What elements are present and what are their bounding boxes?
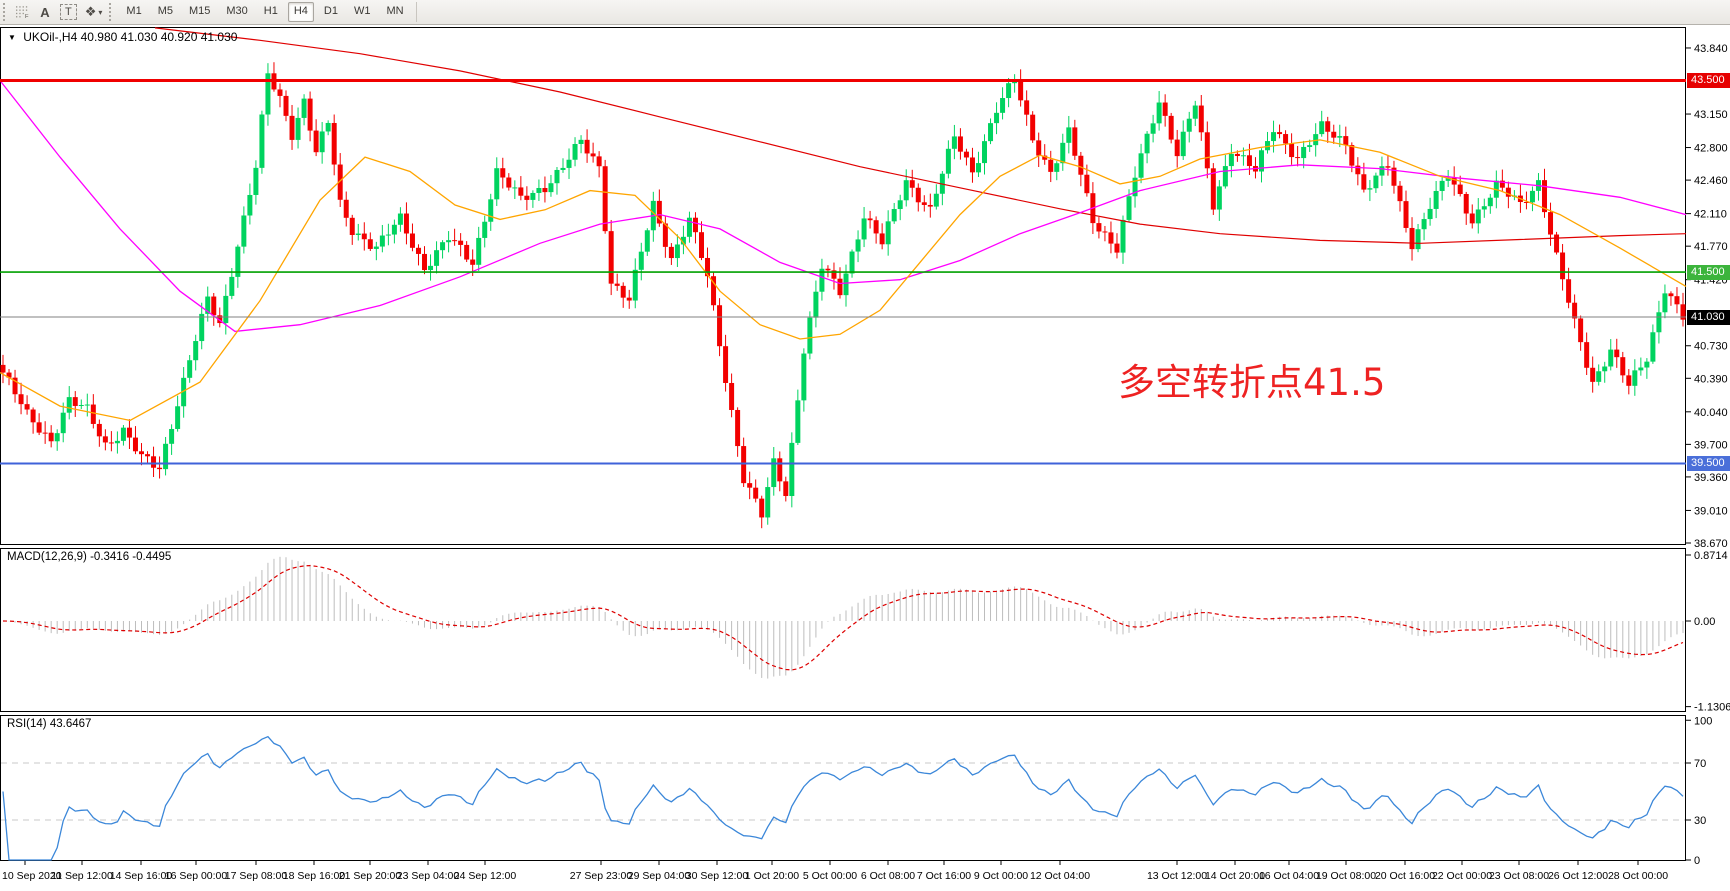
chart-ohlc-values: 40.980 41.030 40.920 41.030: [80, 30, 238, 44]
svg-text:14 Sep 16:00: 14 Sep 16:00: [110, 870, 173, 882]
toolbar-grip[interactable]: [109, 3, 115, 21]
svg-text:20 Oct 16:00: 20 Oct 16:00: [1375, 870, 1435, 882]
shapes-icon: ❖: [84, 4, 97, 19]
svg-text:10 Sep 2020: 10 Sep 2020: [2, 870, 62, 882]
svg-text:9 Oct 00:00: 9 Oct 00:00: [974, 870, 1028, 882]
expander-triangle-icon[interactable]: ▼: [8, 33, 16, 42]
rsi-value: 43.6467: [49, 718, 92, 730]
toolbar-separator: [415, 2, 417, 22]
timeframe-button-M1[interactable]: M1: [126, 5, 142, 17]
shapes-tool[interactable]: ❖ ▾: [81, 2, 107, 23]
svg-text:13 Oct 12:00: 13 Oct 12:00: [1147, 870, 1207, 882]
svg-text:29 Sep 04:00: 29 Sep 04:00: [628, 870, 691, 882]
svg-text:39.360: 39.360: [1694, 472, 1728, 484]
timeframe-button-MN[interactable]: MN: [386, 5, 404, 17]
timeframe-button-group: M1 M5 M15 M30 H1 H4 D1 W1 MN: [118, 2, 411, 22]
svg-text:-1.1306: -1.1306: [1694, 702, 1730, 714]
price-badge-resistance: 43.500: [1687, 73, 1730, 89]
svg-text:5 Oct 00:00: 5 Oct 00:00: [803, 870, 857, 882]
svg-text:16 Sep 00:00: 16 Sep 00:00: [165, 870, 228, 882]
timeframe-button-M15[interactable]: M15: [188, 5, 211, 17]
chart-title: ▼ UKOil-,H4 40.980 41.030 40.920 41.030: [8, 30, 237, 44]
indicator-grid-icon[interactable]: F: [12, 5, 34, 19]
price-badge-current-price: 41.030: [1687, 309, 1730, 325]
svg-text:21 Sep 20:00: 21 Sep 20:00: [339, 870, 402, 882]
svg-text:1 Oct 20:00: 1 Oct 20:00: [745, 870, 799, 882]
toolbar-grip[interactable]: [3, 3, 9, 21]
text-label-tool[interactable]: A: [40, 4, 50, 20]
price-badge-support: 39.500: [1687, 456, 1730, 472]
timeframe-button-M30[interactable]: M30: [226, 5, 248, 17]
timeframe-button-H4[interactable]: H4: [287, 2, 314, 22]
macd-name: MACD(12,26,9): [7, 551, 87, 563]
svg-text:38.670: 38.670: [1694, 538, 1728, 550]
grid-dots-icon: F: [16, 6, 29, 19]
svg-text:40.040: 40.040: [1694, 407, 1728, 419]
svg-text:14 Oct 20:00: 14 Oct 20:00: [1205, 870, 1265, 882]
svg-text:28 Oct 00:00: 28 Oct 00:00: [1608, 870, 1668, 882]
text-box-icon: T: [60, 4, 77, 20]
svg-text:16 Oct 04:00: 16 Oct 04:00: [1259, 870, 1319, 882]
svg-text:6 Oct 08:00: 6 Oct 08:00: [861, 870, 915, 882]
svg-text:40.390: 40.390: [1694, 373, 1728, 385]
svg-text:23 Sep 04:00: 23 Sep 04:00: [397, 870, 460, 882]
chart-symbol: UKOil-,H4: [23, 30, 78, 44]
svg-text:22 Oct 00:00: 22 Oct 00:00: [1432, 870, 1492, 882]
svg-text:24 Sep 12:00: 24 Sep 12:00: [454, 870, 517, 882]
svg-text:27 Sep 23:00: 27 Sep 23:00: [570, 870, 633, 882]
rsi-name: RSI(14): [7, 718, 47, 730]
svg-text:0.8714: 0.8714: [1694, 550, 1728, 562]
rsi-indicator-label: RSI(14) 43.6467: [7, 718, 91, 730]
svg-text:30: 30: [1694, 815, 1706, 827]
svg-text:0: 0: [1694, 855, 1700, 867]
svg-text:41.770: 41.770: [1694, 241, 1728, 253]
timeframe-button-H1[interactable]: H1: [263, 5, 278, 17]
svg-text:19 Oct 08:00: 19 Oct 08:00: [1316, 870, 1376, 882]
chevron-down-icon: ▾: [98, 7, 103, 17]
svg-text:F: F: [25, 14, 29, 19]
toolbar: F A T ❖ ▾ M1 M5 M15 M30 H1 H4 D1 W1 MN: [0, 0, 1730, 25]
svg-text:40.730: 40.730: [1694, 341, 1728, 353]
macd-values: -0.3416 -0.4495: [90, 551, 172, 563]
svg-text:42.460: 42.460: [1694, 175, 1728, 187]
svg-text:43.840: 43.840: [1694, 43, 1728, 55]
svg-text:42.800: 42.800: [1694, 143, 1728, 155]
svg-text:70: 70: [1694, 758, 1706, 770]
svg-text:7 Oct 16:00: 7 Oct 16:00: [917, 870, 971, 882]
svg-text:30 Sep 12:00: 30 Sep 12:00: [686, 870, 749, 882]
svg-text:17 Sep 08:00: 17 Sep 08:00: [225, 870, 288, 882]
timeframe-button-M5[interactable]: M5: [157, 5, 173, 17]
price-badge-pivot: 41.500: [1687, 264, 1730, 280]
svg-text:42.110: 42.110: [1694, 209, 1727, 221]
svg-text:23 Oct 08:00: 23 Oct 08:00: [1489, 870, 1549, 882]
chart-annotation-text: 多空转折点41.5: [1118, 361, 1386, 404]
svg-text:43.150: 43.150: [1694, 109, 1728, 121]
svg-text:18 Sep 16:00: 18 Sep 16:00: [283, 870, 346, 882]
timeframe-button-D1[interactable]: D1: [323, 5, 338, 17]
svg-text:11 Sep 12:00: 11 Sep 12:00: [51, 870, 113, 882]
svg-text:100: 100: [1694, 715, 1712, 727]
text-box-tool[interactable]: T: [56, 2, 81, 23]
svg-text:12 Oct 04:00: 12 Oct 04:00: [1030, 870, 1090, 882]
svg-text:39.010: 39.010: [1694, 505, 1728, 517]
timeframe-button-W1[interactable]: W1: [353, 5, 371, 17]
svg-text:39.700: 39.700: [1694, 439, 1728, 451]
macd-indicator-label: MACD(12,26,9) -0.3416 -0.4495: [7, 551, 171, 563]
svg-text:0.00: 0.00: [1694, 616, 1715, 628]
svg-text:26 Oct 12:00: 26 Oct 12:00: [1548, 870, 1608, 882]
